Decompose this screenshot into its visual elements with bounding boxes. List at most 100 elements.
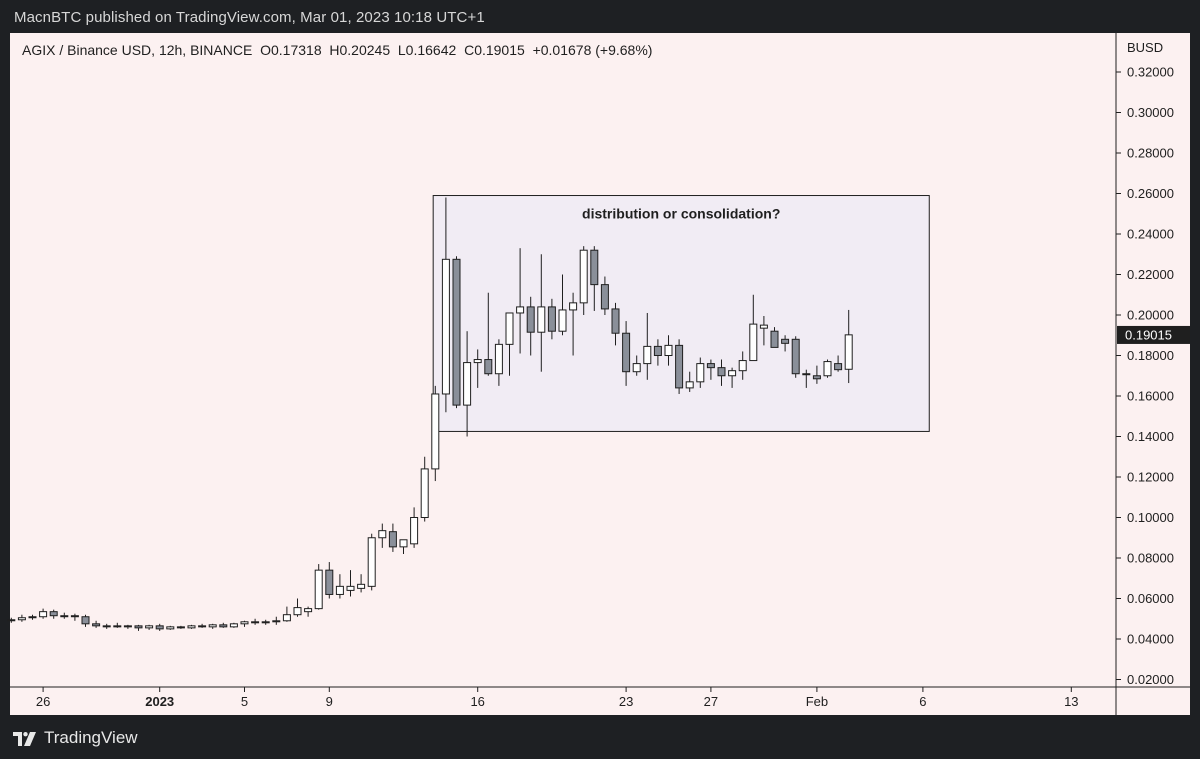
candle-up (39, 611, 48, 618)
candle-up (505, 312, 514, 345)
candle-up (145, 625, 154, 629)
x-tick-label: 2023 (145, 694, 174, 709)
y-tick-label: 0.20000 (1127, 308, 1174, 323)
candle-up (431, 393, 440, 470)
y-tick-label: 0.06000 (1127, 591, 1174, 606)
y-tick-label: 0.10000 (1127, 510, 1174, 525)
candle-up (272, 620, 281, 623)
candle-down (92, 623, 101, 627)
candle-up (569, 302, 578, 311)
x-tick-label: Feb (806, 694, 828, 709)
candle-down (812, 375, 821, 380)
candle-up (516, 306, 525, 314)
y-tick-label: 0.02000 (1127, 672, 1174, 687)
x-tick-label: 5 (241, 694, 248, 709)
x-tick-label: 23 (619, 694, 633, 709)
y-tick-label: 0.22000 (1127, 267, 1174, 282)
candle-down (653, 345, 662, 357)
candle-up (7, 619, 16, 622)
candle-up (759, 324, 768, 329)
close-value: C0.19015 (464, 42, 525, 58)
candle-down (251, 621, 260, 624)
candle-down (49, 611, 58, 617)
candle-down (484, 359, 493, 375)
candle-up (166, 626, 175, 630)
candle-down (388, 531, 397, 548)
annotation-text: distribution or consolidation? (582, 206, 780, 222)
annotation-box (432, 195, 930, 432)
candle-up (537, 306, 546, 333)
symbol-label: AGIX / Binance USD, 12h, BINANCE (22, 42, 253, 58)
candle-down (452, 258, 461, 406)
y-tick-label: 0.12000 (1127, 470, 1174, 485)
candle-down (802, 373, 811, 376)
candle-up (60, 615, 69, 618)
x-tick-label: 13 (1064, 694, 1078, 709)
candle-up (685, 381, 694, 389)
candle-down (155, 625, 164, 630)
candle-up (378, 530, 387, 539)
candle-down (81, 616, 90, 625)
footer-bar: TradingView (0, 715, 1200, 759)
candle-up (738, 360, 747, 372)
candle-down (134, 625, 143, 629)
x-tick-label: 26 (36, 694, 50, 709)
candle-down (325, 569, 334, 595)
candle-up (229, 623, 238, 628)
y-tick-label: 0.08000 (1127, 551, 1174, 566)
candle-down (706, 363, 715, 369)
y-tick-label: 0.14000 (1127, 429, 1174, 444)
candle-up (282, 614, 291, 622)
candle-down (526, 306, 535, 333)
candle-down (791, 338, 800, 375)
candle-up (823, 361, 832, 377)
y-tick-label: 0.26000 (1127, 186, 1174, 201)
candle-up (367, 537, 376, 587)
y-tick-label: 0.04000 (1127, 632, 1174, 647)
tradingview-brand: TradingView (44, 728, 138, 747)
y-tick-label: 0.24000 (1127, 227, 1174, 242)
candle-up (473, 359, 482, 364)
candle-up (17, 617, 26, 621)
candle-up (240, 621, 249, 625)
y-tick-label: 0.30000 (1127, 105, 1174, 120)
candle-up (314, 569, 323, 610)
y-tick-label: 0.28000 (1127, 146, 1174, 161)
last-price-tag (1117, 325, 1190, 344)
x-tick-label: 27 (704, 694, 718, 709)
candle-down (600, 284, 609, 310)
open-value: O0.17318 (260, 42, 322, 58)
tradingview-logo-icon (13, 732, 36, 746)
y-tick-label: 0.16000 (1127, 389, 1174, 404)
candle-up (441, 258, 450, 395)
candle-down (781, 338, 790, 344)
x-tick-label: 9 (326, 694, 333, 709)
candle-up (357, 583, 366, 589)
candle-up (208, 624, 217, 628)
candle-down (198, 625, 207, 628)
last-price-label: 0.19015 (1125, 327, 1172, 342)
y-tick-label: 0.18000 (1127, 348, 1174, 363)
candle-up (102, 625, 111, 628)
candle-up (463, 362, 472, 406)
candle-down (219, 624, 228, 628)
high-value: H0.20245 (329, 42, 391, 58)
candle-down (717, 367, 726, 377)
publish-bar: MacnBTC published on TradingView.com, Ma… (0, 0, 1200, 33)
candle-down (675, 344, 684, 389)
candle-up (579, 249, 588, 304)
change-value: +0.01678 (+9.68%) (532, 42, 653, 58)
candle-up (335, 585, 344, 595)
candle-down (113, 625, 122, 628)
candle-up (346, 585, 355, 591)
ohlc-legend: AGIX / Binance USD, 12h, BINANCE O0.1731… (22, 42, 652, 58)
candle-up (728, 370, 737, 377)
candle-up (696, 363, 705, 383)
candle-up (261, 621, 270, 624)
candle-up (399, 539, 408, 548)
candle-up (187, 625, 196, 629)
candle-up (494, 343, 503, 375)
candle-down (70, 615, 79, 618)
candle-up (664, 344, 673, 356)
